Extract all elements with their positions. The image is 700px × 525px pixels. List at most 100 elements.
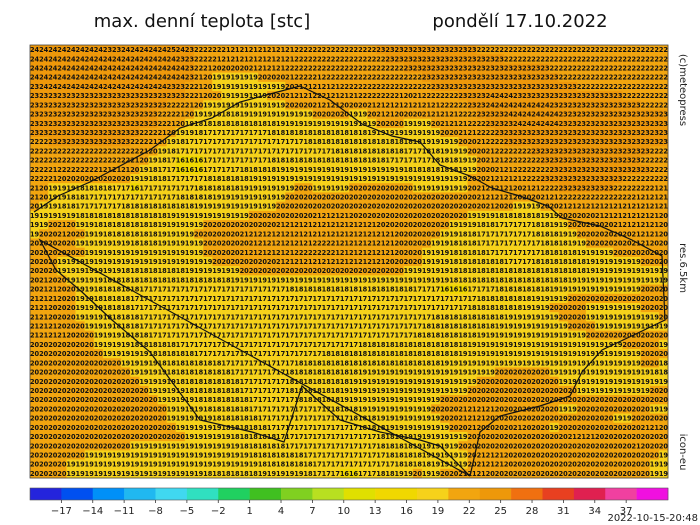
grid-value: 21 bbox=[449, 111, 459, 119]
grid-cell bbox=[184, 127, 195, 138]
grid-cell bbox=[48, 45, 58, 55]
grid-cell bbox=[467, 210, 477, 221]
grid-value: 19 bbox=[258, 194, 268, 202]
grid-cell bbox=[421, 192, 432, 202]
grid-value: 19 bbox=[130, 175, 140, 183]
grid-value: 21 bbox=[367, 221, 377, 229]
grid-value: 21 bbox=[322, 221, 332, 229]
grid-cell bbox=[485, 109, 496, 120]
grid-cell bbox=[257, 164, 268, 175]
grid-cell bbox=[604, 63, 614, 73]
grid-cell bbox=[349, 45, 359, 55]
grid-value: 24 bbox=[85, 55, 95, 63]
grid-cell bbox=[631, 238, 641, 248]
grid-value: 22 bbox=[650, 46, 660, 54]
grid-value: 19 bbox=[103, 249, 113, 257]
grid-cell bbox=[622, 63, 632, 73]
grid-cell bbox=[148, 183, 158, 193]
grid-value: 24 bbox=[504, 101, 514, 109]
grid-cell bbox=[66, 127, 76, 138]
grid-value: 21 bbox=[322, 212, 332, 220]
grid-value: 23 bbox=[76, 120, 86, 128]
grid-cell bbox=[66, 81, 76, 92]
grid-cell bbox=[658, 238, 669, 248]
grid-cell bbox=[148, 54, 158, 64]
grid-value: 19 bbox=[303, 120, 313, 128]
grid-value: 21 bbox=[349, 92, 359, 100]
grid-cell bbox=[494, 127, 505, 138]
grid-value: 21 bbox=[404, 101, 414, 109]
grid-value: 21 bbox=[504, 184, 514, 192]
grid-value: 24 bbox=[112, 83, 122, 91]
grid-cell bbox=[412, 72, 423, 83]
grid-value: 21 bbox=[221, 46, 231, 54]
grid-cell bbox=[595, 118, 605, 129]
grid-cell bbox=[604, 127, 614, 138]
grid-cell bbox=[239, 109, 250, 120]
grid-value: 20 bbox=[431, 230, 441, 238]
grid-value: 20 bbox=[458, 138, 468, 146]
grid-value: 22 bbox=[486, 129, 496, 137]
grid-value: 24 bbox=[103, 65, 113, 73]
grid-value: 22 bbox=[376, 55, 386, 63]
grid-value: 18 bbox=[148, 175, 158, 183]
grid-value: 21 bbox=[422, 101, 432, 109]
grid-value: 24 bbox=[148, 46, 158, 54]
grid-value: 18 bbox=[340, 147, 350, 155]
grid-value: 19 bbox=[176, 240, 186, 248]
grid-value: 22 bbox=[622, 46, 632, 54]
grid-cell bbox=[349, 137, 359, 147]
grid-cell bbox=[66, 256, 76, 267]
grid-cell bbox=[330, 45, 341, 55]
grid-cell bbox=[494, 72, 505, 83]
grid-value: 19 bbox=[431, 249, 441, 257]
grid-cell bbox=[458, 127, 468, 138]
grid-value: 21 bbox=[422, 111, 432, 119]
grid-cell bbox=[467, 54, 477, 64]
grid-value: 19 bbox=[249, 194, 259, 202]
grid-value: 24 bbox=[66, 55, 76, 63]
grid-cell bbox=[303, 81, 313, 92]
grid-value: 19 bbox=[431, 129, 441, 137]
grid-cell bbox=[513, 210, 523, 221]
grid-cell bbox=[576, 164, 587, 175]
grid-cell bbox=[39, 54, 49, 64]
grid-value: 17 bbox=[112, 184, 122, 192]
grid-value: 19 bbox=[385, 166, 395, 174]
grid-value: 17 bbox=[167, 157, 177, 165]
grid-cell bbox=[221, 247, 231, 258]
grid-value: 23 bbox=[85, 120, 95, 128]
grid-value: 18 bbox=[148, 230, 158, 238]
grid-value: 20 bbox=[240, 258, 250, 266]
grid-cell bbox=[649, 173, 660, 184]
grid-cell bbox=[549, 238, 559, 248]
grid-value: 21 bbox=[294, 92, 304, 100]
grid-cell bbox=[412, 63, 423, 73]
grid-value: 20 bbox=[659, 240, 669, 248]
grid-cell bbox=[485, 81, 496, 92]
grid-cell bbox=[276, 54, 286, 64]
grid-value: 23 bbox=[513, 83, 523, 91]
grid-value: 18 bbox=[76, 184, 86, 192]
grid-cell bbox=[358, 210, 368, 221]
grid-value: 20 bbox=[431, 203, 441, 211]
grid-value: 24 bbox=[30, 46, 40, 54]
grid-cell bbox=[257, 54, 268, 64]
grid-value: 20 bbox=[66, 221, 76, 229]
grid-cell bbox=[175, 118, 186, 129]
grid-cell bbox=[121, 256, 131, 267]
grid-cell bbox=[221, 137, 231, 147]
grid-value: 22 bbox=[486, 138, 496, 146]
grid-value: 16 bbox=[185, 157, 195, 165]
grid-cell bbox=[330, 192, 341, 202]
grid-cell bbox=[576, 100, 587, 110]
grid-value: 19 bbox=[513, 203, 523, 211]
grid-cell bbox=[440, 109, 450, 120]
grid-cell bbox=[30, 155, 40, 166]
grid-cell bbox=[367, 81, 377, 92]
grid-value: 19 bbox=[240, 194, 250, 202]
grid-value: 23 bbox=[641, 129, 651, 137]
grid-cell bbox=[458, 220, 468, 230]
grid-cell bbox=[649, 100, 660, 110]
grid-cell bbox=[57, 155, 67, 166]
